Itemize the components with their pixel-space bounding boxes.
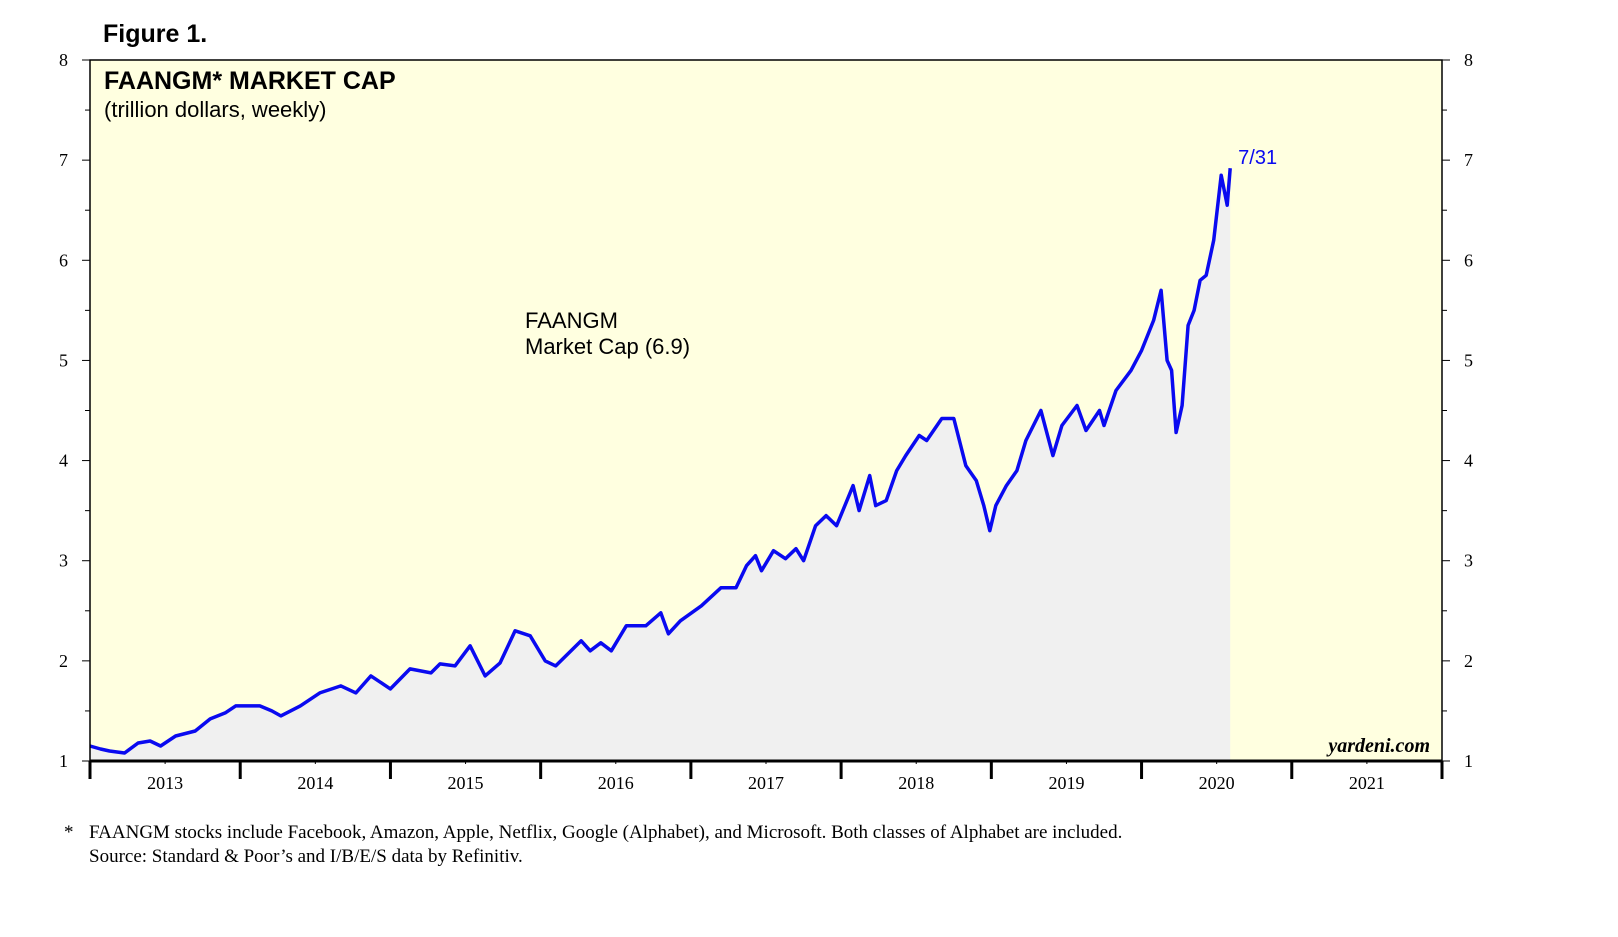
x-tick-label: 2015 [448,773,484,793]
x-tick-label: 2019 [1048,773,1084,793]
annotation: Market Cap (6.9) [525,334,690,359]
x-tick-label: 2021 [1349,773,1385,793]
y-tick-label: 1 [59,751,68,771]
y-tick-label-right: 2 [1464,651,1473,671]
y-tick-label-right: 5 [1464,350,1473,370]
x-tick-label: 2016 [598,773,634,793]
y-tick-label-right: 7 [1464,150,1473,170]
x-tick-label: 2017 [748,773,784,793]
x-tick-label: 2014 [297,773,333,793]
watermark: yardeni.com [1326,735,1430,757]
source: Source: Standard & Poor’s and I/B/E/S da… [89,846,523,867]
annotation: FAANGM [525,308,618,333]
area [90,168,1231,761]
y-tick-label: 2 [59,651,68,671]
x-tick-label: 2018 [898,773,934,793]
y-tick-label: 3 [59,551,68,571]
chart-title: FAANGM* MARKET CAP [104,67,396,95]
y-tick-label: 8 [59,50,68,70]
y-tick-label-right: 4 [1464,451,1473,471]
y-tick-label: 7 [59,150,68,170]
footnote-marker: * [64,822,74,843]
y-tick-label-right: 8 [1464,50,1473,70]
x-tick-label: 2020 [1199,773,1235,793]
line [89,168,1232,755]
x-tick-label: 2013 [147,773,183,793]
y-tick-label: 6 [59,250,68,270]
y-tick-label: 5 [59,350,68,370]
y-tick-label-right: 3 [1464,551,1473,571]
y-tick-label-right: 1 [1464,751,1473,771]
footnote: FAANGM stocks include Facebook, Amazon, … [89,822,1122,843]
figure-label: Figure 1. [103,20,207,48]
y-tick-label: 4 [59,451,68,471]
y-tick-label-right: 6 [1464,250,1473,270]
end-label: 7/31 [1238,147,1277,169]
chart-subtitle: (trillion dollars, weekly) [104,97,327,122]
